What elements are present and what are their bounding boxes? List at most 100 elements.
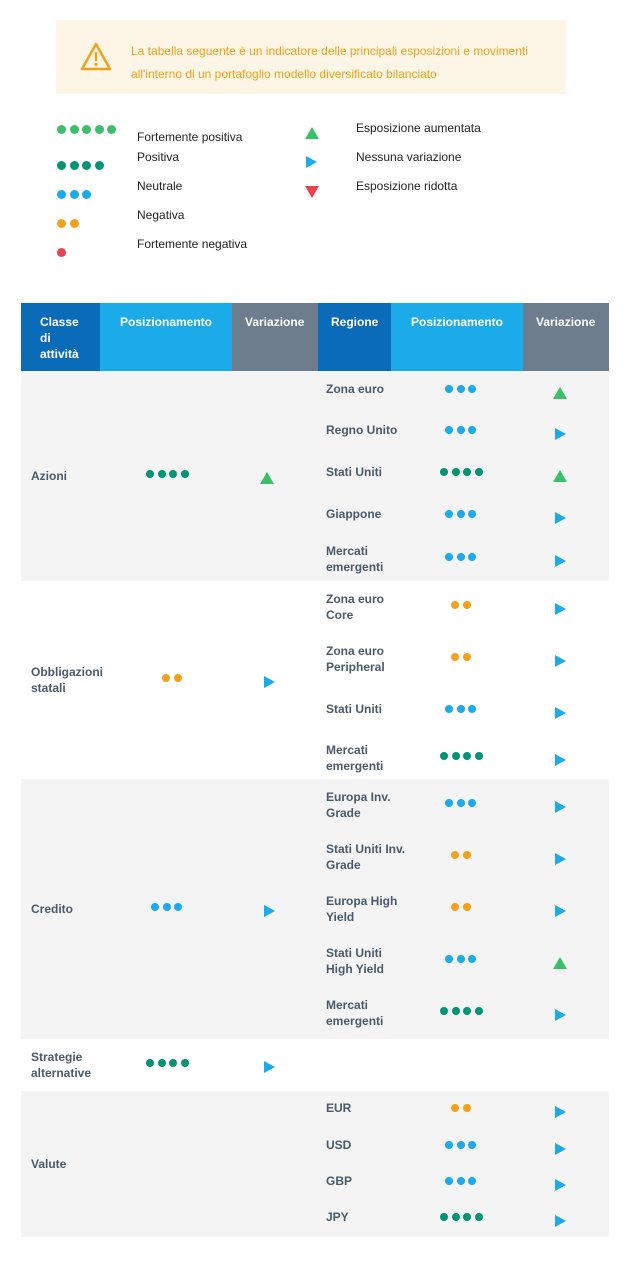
legend-dots-strong-positive bbox=[57, 121, 116, 134]
triangle-right-icon bbox=[306, 156, 317, 168]
positioning-dot bbox=[440, 752, 448, 760]
positioning-dot bbox=[462, 1104, 471, 1112]
positioning-dot bbox=[462, 903, 471, 911]
positioning-dot bbox=[169, 470, 177, 478]
positioning-dot bbox=[169, 1059, 177, 1067]
legend-dots-neutral bbox=[57, 186, 91, 199]
positioning-dot bbox=[445, 426, 453, 434]
positioning-dot bbox=[180, 470, 189, 478]
positioning-dot bbox=[445, 553, 453, 561]
legend-label-no-change: Nessuna variazione bbox=[356, 150, 462, 164]
positioning-dot bbox=[451, 601, 459, 609]
region-label: GBP bbox=[326, 1174, 353, 1188]
legend-label-strong-negative: Fortemente negativa bbox=[137, 237, 248, 251]
asset-group: Strategie alternative bbox=[21, 1039, 609, 1091]
positioning-dot bbox=[468, 426, 476, 434]
legend-label-positive: Positiva bbox=[137, 150, 180, 164]
region-label: Europa Inv. Grade bbox=[326, 790, 391, 820]
header-change-2: Variazione bbox=[523, 303, 609, 371]
positioning-dot bbox=[451, 1104, 459, 1112]
positioning-dots bbox=[445, 385, 476, 393]
header-change-2-label: Variazione bbox=[536, 315, 596, 329]
triangle-right-icon bbox=[555, 1009, 566, 1021]
positioning-dot bbox=[451, 903, 459, 911]
positioning-dot bbox=[451, 653, 459, 661]
legend-dot bbox=[69, 161, 79, 170]
positioning-dot bbox=[462, 653, 471, 661]
header-region: Regione bbox=[318, 303, 391, 371]
positioning-dots bbox=[146, 470, 189, 478]
positioning-dots bbox=[445, 799, 476, 807]
region-label: Mercati emergenti bbox=[326, 743, 384, 773]
positioning-dot bbox=[445, 1177, 453, 1185]
asset-group: Credito Europa Inv. Grade Stati Uniti Inv.… bbox=[21, 779, 609, 1039]
positioning-dot bbox=[468, 553, 476, 561]
legend-dots-positive bbox=[57, 157, 104, 170]
header-asset-class-label: Classe di attività bbox=[40, 315, 79, 361]
positioning-dot bbox=[157, 470, 166, 478]
legend-label-neutral: Neutrale bbox=[137, 179, 183, 193]
region-label: Mercati emergenti bbox=[326, 998, 384, 1028]
positioning-dot bbox=[456, 426, 465, 434]
region-label: Zona euro Core bbox=[326, 592, 385, 622]
region-label: JPY bbox=[326, 1210, 349, 1224]
triangle-right-icon bbox=[555, 707, 566, 719]
triangle-right-icon bbox=[555, 1215, 566, 1227]
positioning-dot bbox=[456, 1177, 465, 1185]
legend-dot bbox=[82, 190, 91, 199]
region-label: Regno Unito bbox=[326, 423, 398, 437]
legend-label-strong-positive: Fortemente positiva bbox=[137, 130, 243, 144]
legend-dot bbox=[107, 125, 116, 134]
legend-dot bbox=[69, 125, 79, 134]
legend-dot bbox=[82, 161, 91, 170]
legend-dot bbox=[57, 219, 66, 228]
positioning-dot bbox=[445, 705, 453, 713]
legend-label-negative: Negativa bbox=[137, 208, 185, 222]
legend-dot bbox=[69, 190, 79, 199]
header-region-label: Regione bbox=[331, 315, 379, 329]
positioning-dot bbox=[174, 903, 182, 911]
asset-class-label: Obbligazioni statali bbox=[31, 665, 103, 695]
header-change-1-label: Variazione bbox=[245, 315, 305, 329]
positioning-dot bbox=[440, 468, 448, 476]
asset-group: Valute EUR USD GBP JPY bbox=[21, 1091, 609, 1237]
region-label: Zona euro bbox=[326, 382, 385, 396]
positioning-dots bbox=[451, 903, 471, 911]
positioning-dot bbox=[462, 851, 471, 859]
legend-dot bbox=[57, 248, 66, 257]
header-change-1: Variazione bbox=[232, 303, 318, 371]
triangle-right-icon bbox=[555, 1106, 566, 1118]
positioning-dots bbox=[440, 752, 483, 760]
triangle-right-icon bbox=[555, 655, 566, 667]
positioning-dots bbox=[146, 1059, 189, 1067]
triangle-right-icon bbox=[555, 603, 566, 615]
positioning-dot bbox=[162, 674, 170, 682]
info-banner: La tabella seguente è un indicatore dell… bbox=[56, 20, 566, 94]
positioning-dot bbox=[463, 1213, 471, 1221]
positioning-dots bbox=[151, 903, 182, 911]
positioning-dots bbox=[451, 653, 471, 661]
region-label: Zona euro Peripheral bbox=[326, 644, 385, 674]
positioning-dot bbox=[146, 1059, 154, 1067]
positioning-dot bbox=[474, 1007, 483, 1015]
positioning-dot bbox=[456, 1141, 465, 1149]
triangle-right-icon bbox=[555, 853, 566, 865]
triangle-up-icon bbox=[260, 472, 274, 484]
legend-dot bbox=[69, 219, 79, 228]
positioning-dot bbox=[456, 955, 465, 963]
positioning-dot bbox=[463, 468, 471, 476]
asset-class-label: Valute bbox=[31, 1157, 67, 1171]
positioning-dot bbox=[451, 468, 460, 476]
header-positioning-2: Posizionamento bbox=[391, 303, 523, 371]
positioning-dot bbox=[180, 1059, 189, 1067]
triangle-up-icon bbox=[553, 957, 567, 969]
positioning-dot bbox=[157, 1059, 166, 1067]
positioning-dots bbox=[445, 705, 476, 713]
asset-group: Obbligazioni statali Zona euro Core Zona e… bbox=[21, 581, 609, 779]
positioning-dot bbox=[474, 752, 483, 760]
positioning-dot bbox=[445, 385, 453, 393]
header-positioning-2-label: Posizionamento bbox=[411, 315, 504, 329]
positioning-dot bbox=[451, 851, 459, 859]
legend: Fortemente positiva Positiva Neutrale Ne… bbox=[0, 0, 636, 270]
legend-label-decreased: Esposizione ridotta bbox=[356, 179, 458, 193]
